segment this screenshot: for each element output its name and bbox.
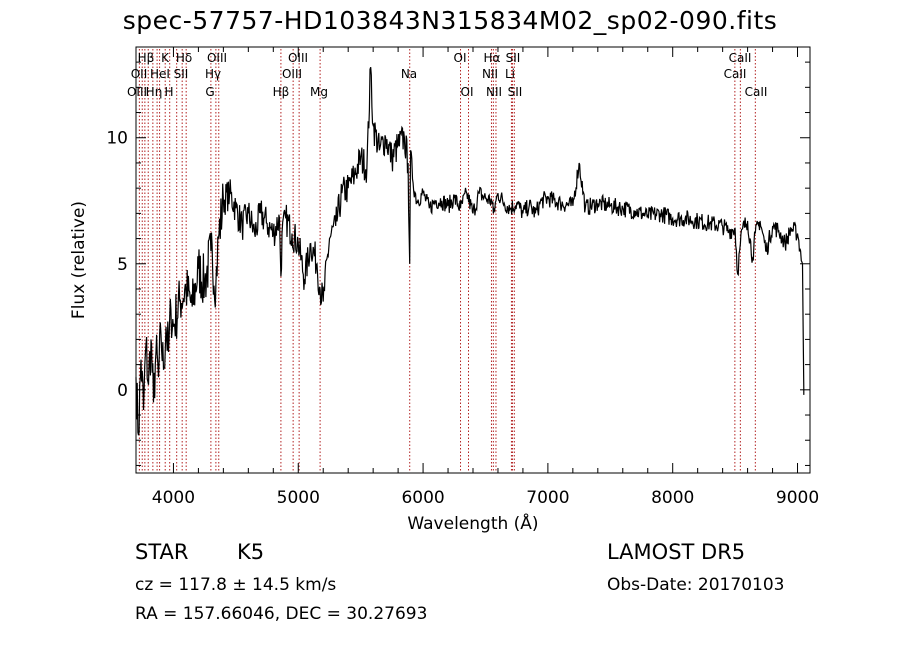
spectral-line-markers (138, 49, 756, 473)
line-label: G (205, 85, 214, 99)
line-label: OI (461, 85, 474, 99)
x-tick-label: 5000 (277, 488, 320, 508)
line-label: SII (508, 85, 523, 99)
line-label: NII (486, 85, 502, 99)
line-label: CaII (724, 67, 747, 81)
y-tick-label: 10 (106, 129, 128, 149)
line-label: Li (505, 67, 515, 81)
x-tick-label: 6000 (401, 488, 444, 508)
object-subclass: K5 (237, 540, 265, 564)
spectrum-line (135, 67, 805, 436)
y-tick-label: 5 (117, 255, 128, 275)
line-label: CaII (729, 51, 752, 65)
line-label: NII (482, 67, 498, 81)
line-label: SII (174, 67, 189, 81)
line-label: Na (401, 67, 417, 81)
line-label: Hβ (273, 85, 290, 99)
line-label: OII (131, 67, 148, 81)
line-label: OIII (207, 51, 227, 65)
x-axis-label: Wavelength (Å) (407, 512, 538, 534)
line-label: OIII (127, 85, 147, 99)
y-tick-label: 0 (117, 381, 128, 401)
line-label: H (164, 85, 173, 99)
object-class: STAR (135, 540, 189, 564)
line-label: OIII (282, 67, 302, 81)
line-label: CaII (745, 85, 768, 99)
y-axis-label: Flux (relative) (69, 201, 89, 319)
plot-frame (135, 46, 811, 474)
y-axis-ticks: 0 5 10 (106, 61, 810, 466)
x-axis-ticks: 4000 5000 6000 7000 8000 9000 (152, 47, 819, 508)
line-label: Hη (146, 85, 163, 99)
line-label: OI (454, 51, 467, 65)
line-label: Hγ (205, 67, 221, 81)
observation-date: Obs-Date: 20170103 (607, 575, 785, 595)
x-tick-label: 8000 (651, 488, 694, 508)
line-label: Hα (484, 51, 501, 65)
line-label: Hβ (138, 51, 155, 65)
line-label: K (161, 51, 170, 65)
redshift-velocity: cz = 117.8 ± 14.5 km/s (135, 575, 337, 595)
chart-title: spec-57757-HD103843N315834M02_sp02-090.f… (122, 6, 778, 35)
line-label: OIII (288, 51, 308, 65)
line-label: Mg (310, 85, 328, 99)
line-label: HeI (150, 67, 170, 81)
x-tick-label: 9000 (776, 488, 819, 508)
survey-name: LAMOST DR5 (607, 540, 746, 564)
coordinates: RA = 157.66046, DEC = 30.27693 (135, 604, 428, 624)
line-label: SII (506, 51, 521, 65)
line-label: Hδ (176, 51, 192, 65)
x-tick-label: 4000 (152, 488, 195, 508)
x-tick-label: 7000 (526, 488, 569, 508)
